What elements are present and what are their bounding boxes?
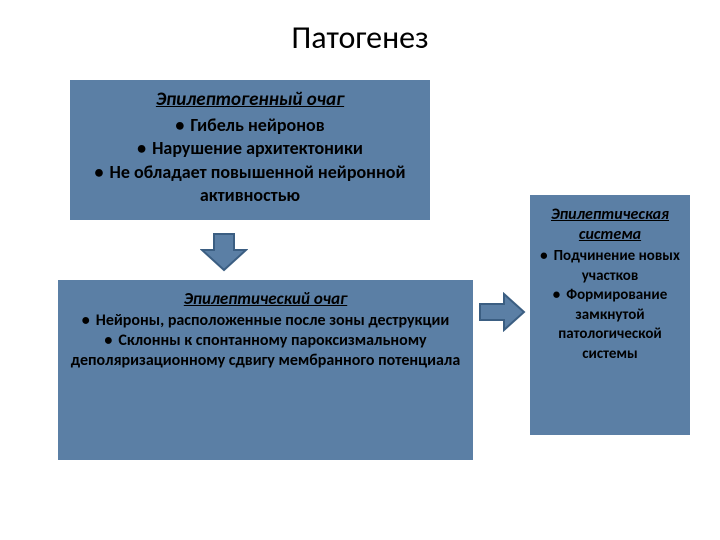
list-item: Формирование замкнутой патологической си… xyxy=(536,286,684,364)
box3-list: Подчинение новых участков Формирование з… xyxy=(536,247,684,364)
list-item: Гибель нейронов xyxy=(80,114,420,137)
box2-heading: Эпилептический очаг xyxy=(68,288,463,309)
box-epileptic-focus: Эпилептический очаг Нейроны, расположенн… xyxy=(58,280,473,460)
arrow-right-icon xyxy=(478,292,526,332)
page-title: Патогенез xyxy=(0,0,720,57)
list-item: Нейроны, расположенные после зоны дестру… xyxy=(68,311,463,331)
box2-list: Нейроны, расположенные после зоны дестру… xyxy=(68,311,463,371)
list-item: Склонны к спонтанному пароксизмальному д… xyxy=(68,331,463,371)
box-epileptogenic-focus: Эпилептогенный очаг Гибель нейронов Нару… xyxy=(70,80,430,220)
arrow-down-icon xyxy=(200,232,248,272)
box-epileptic-system: Эпилептическая система Подчинение новых … xyxy=(530,195,690,435)
box3-heading: Эпилептическая система xyxy=(536,205,684,245)
box1-list: Гибель нейронов Нарушение архитектоники … xyxy=(80,114,420,208)
list-item: Нарушение архитектоники xyxy=(80,137,420,160)
list-item: Не обладает повышенной нейронной активно… xyxy=(80,161,420,208)
box1-heading: Эпилептогенный очаг xyxy=(80,88,420,112)
list-item: Подчинение новых участков xyxy=(536,247,684,286)
